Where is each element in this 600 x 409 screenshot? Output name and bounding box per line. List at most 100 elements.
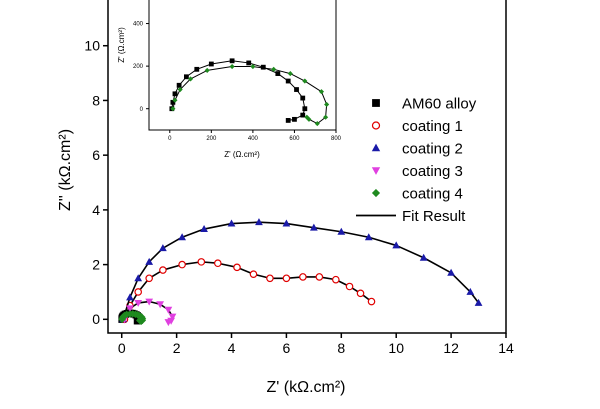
- data-point-coating-3: [156, 301, 165, 309]
- main-x-axis-label: Z' (kΩ.cm²): [267, 379, 346, 396]
- data-point-coating-2: [447, 268, 455, 276]
- plot-frame: [107, 0, 507, 334]
- data-point-coating-1: [249, 270, 258, 278]
- data-point-coating-2: [255, 218, 263, 226]
- legend-marker-am60-alloy: [372, 99, 380, 107]
- legend-label: coating 2: [402, 141, 463, 158]
- x-tick-label: 14: [498, 340, 514, 356]
- series-coating-4: [170, 63, 330, 127]
- x-tick-label: 800: [331, 136, 342, 142]
- plot-frame: [148, 0, 337, 131]
- data-point-coating-2: [466, 287, 475, 295]
- inset-plot: 0 200 400 600 800 0 200 400: [128, 0, 342, 162]
- y-tick-label: 200: [133, 64, 144, 70]
- data-point-coating-2: [134, 274, 143, 282]
- x-tick-label: 200: [206, 136, 217, 142]
- inset-background: [128, 0, 340, 162]
- data-point-coating-1: [315, 273, 324, 281]
- data-point-coating-4: [172, 97, 178, 103]
- data-point-coating-2: [145, 257, 154, 265]
- data-point-coating-1: [233, 263, 241, 272]
- data-point-coating-4: [187, 76, 194, 82]
- data-point-coating-1: [213, 259, 222, 268]
- x-tick-label: 0: [118, 340, 126, 356]
- data-point-am60-alloy: [285, 118, 291, 123]
- data-point-coating-1: [159, 266, 167, 274]
- y-tick-label: 4: [92, 202, 100, 218]
- data-point-coating-4: [287, 71, 293, 77]
- data-point-coating-1: [266, 274, 274, 283]
- data-point-am60-alloy: [285, 78, 291, 84]
- data-point-coating-2: [474, 298, 483, 306]
- x-tick-label: 400: [248, 136, 259, 142]
- data-point-coating-2: [126, 293, 134, 301]
- data-point-coating-3: [164, 319, 173, 327]
- inset-y-axis-label: Z' (Ω.cm²): [117, 27, 126, 63]
- y-tick-label: 400: [133, 22, 144, 28]
- data-point-coating-2: [309, 223, 318, 231]
- data-point-am60-alloy: [300, 95, 306, 101]
- legend-label: AM60 alloy: [402, 96, 477, 113]
- data-point-coating-3: [134, 299, 143, 307]
- data-point-coating-1: [282, 274, 291, 283]
- data-point-coating-2: [159, 244, 167, 252]
- inset-x-axis-label: Z' (Ω.cm²): [224, 150, 260, 159]
- x-tick-label: 8: [337, 340, 345, 356]
- data-point-am60-alloy: [176, 82, 182, 88]
- data-point-coating-2: [200, 225, 208, 232]
- data-point-coating-3: [168, 313, 177, 321]
- data-point-coating-4: [250, 63, 256, 70]
- data-point-coating-2: [392, 241, 401, 249]
- legend-marker-coating-3: [371, 167, 381, 175]
- y-tick-label: 2: [92, 257, 100, 273]
- series-coating-4: [118, 310, 147, 326]
- data-point-coating-2: [337, 227, 346, 235]
- y-tick-label: 8: [92, 92, 100, 108]
- series-coating-1: [120, 258, 376, 324]
- legend-item-coating-4: coating 4: [371, 186, 463, 203]
- y-tick-label: 10: [84, 38, 100, 54]
- legend-marker-coating-4: [371, 188, 381, 198]
- legend-item-am60-alloy: AM60 alloy: [372, 96, 477, 113]
- legend-item-coating-3: coating 3: [371, 163, 463, 180]
- data-point-coating-1: [134, 288, 142, 296]
- data-point-coating-4: [302, 78, 308, 84]
- data-point-coating-4: [323, 114, 329, 120]
- data-point-coating-4: [136, 316, 144, 325]
- data-point-am60-alloy: [302, 106, 308, 112]
- y-tick-label: 0: [140, 107, 144, 113]
- data-point-am60-alloy: [172, 91, 178, 97]
- data-point-coating-2: [419, 253, 428, 261]
- data-point-coating-1: [197, 258, 206, 266]
- data-point-coating-4: [314, 121, 320, 127]
- data-point-am60-alloy: [194, 66, 200, 72]
- data-point-coating-1: [345, 282, 354, 291]
- y-tick-label: 0: [92, 311, 100, 327]
- legend-marker-coating-2: [371, 143, 381, 152]
- data-point-coating-4: [204, 67, 210, 73]
- data-point-coating-4: [318, 89, 325, 95]
- x-tick-label: 2: [173, 340, 181, 356]
- main-plot: 0 2 4 6 8 10 12 14 0 2 4 6 8 10: [84, 0, 514, 356]
- main-y-axis-label: Z'' (kΩ.cm²): [57, 129, 74, 211]
- data-point-coating-4: [304, 114, 310, 120]
- data-point-coating-3: [126, 305, 134, 313]
- data-point-coating-4: [229, 63, 235, 70]
- data-point-am60-alloy: [229, 58, 235, 64]
- data-point-coating-1: [299, 273, 307, 281]
- data-point-am60-alloy: [183, 74, 189, 80]
- data-point-coating-1: [145, 274, 153, 283]
- data-point-coating-3: [145, 298, 154, 306]
- x-tick-label: 10: [388, 340, 404, 356]
- data-point-coating-4: [271, 66, 277, 72]
- legend-label: coating 4: [402, 186, 463, 203]
- data-point-coating-2: [178, 233, 186, 241]
- legend-label: coating 1: [402, 118, 463, 135]
- legend: AM60 alloy coating 1 coating 2 coating 3 coa…: [356, 96, 477, 225]
- legend-label: Fit Result: [402, 208, 466, 225]
- data-point-coating-1: [332, 275, 340, 284]
- y-tick-label: 6: [92, 147, 100, 163]
- x-tick-label: 0: [168, 136, 172, 142]
